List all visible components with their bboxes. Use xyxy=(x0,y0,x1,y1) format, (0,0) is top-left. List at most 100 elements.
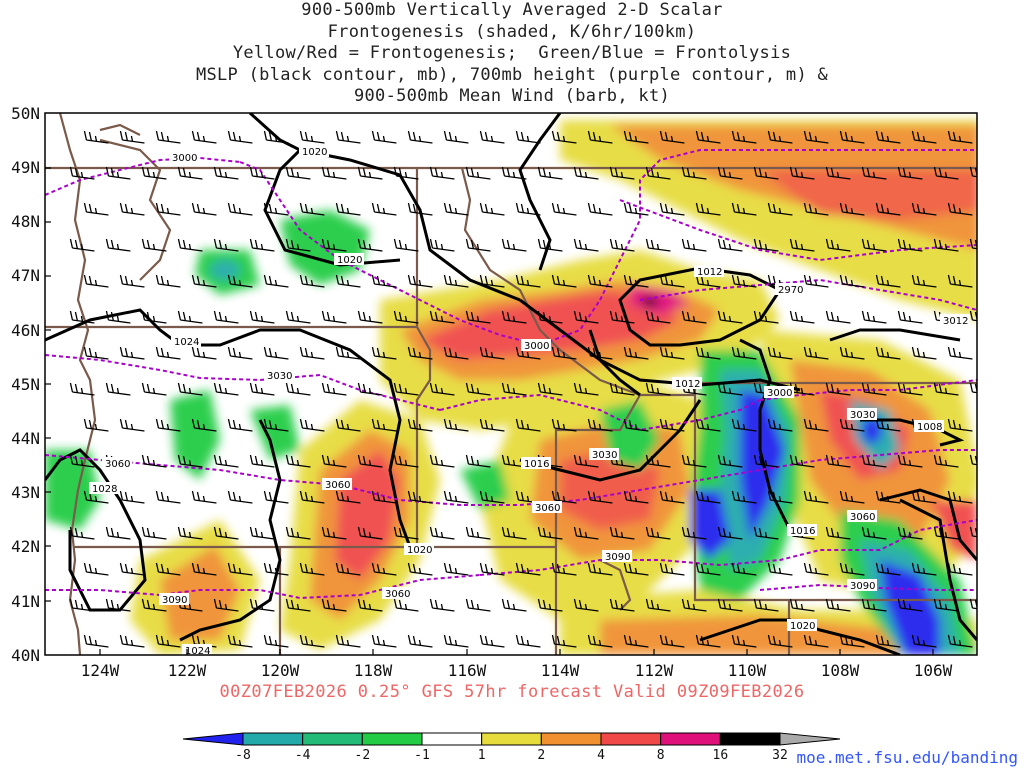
wind-barb xyxy=(501,166,527,180)
lat-tick-label: 44N xyxy=(11,429,40,448)
height-label: 3030 xyxy=(850,410,875,421)
colorbar-right-arrow xyxy=(779,732,841,746)
wind-barb xyxy=(479,562,505,576)
wind-barb xyxy=(825,598,851,612)
wind-barb xyxy=(753,310,779,324)
latitude-axis: 50N 49N 48N 47N 46N 45N 44N 43N 42N 41N … xyxy=(11,104,40,665)
wind-barb xyxy=(911,490,937,504)
wind-barb xyxy=(141,382,167,396)
wind-barb xyxy=(249,310,275,324)
wind-barb xyxy=(609,238,635,252)
wind-barb xyxy=(897,166,923,180)
wind-barb xyxy=(897,454,923,468)
wind-barb xyxy=(767,490,793,504)
lat-tick-label: 47N xyxy=(11,266,40,285)
lat-tick-label: 45N xyxy=(11,375,40,394)
wind-barb xyxy=(681,238,707,252)
wind-barb xyxy=(609,310,635,324)
height-contours xyxy=(45,149,977,600)
wind-barb xyxy=(479,274,505,288)
wind-barb xyxy=(803,202,829,216)
wind-barb xyxy=(861,310,887,324)
wind-barb xyxy=(825,526,851,540)
map-title: 900-500mb Vertically Averaged 2-D Scalar… xyxy=(0,0,1024,108)
wind-barb xyxy=(753,454,779,468)
wind-barb xyxy=(299,130,325,144)
wind-barb xyxy=(155,346,181,360)
wind-barb xyxy=(587,562,613,576)
wind-barb xyxy=(119,490,145,504)
wind-barb xyxy=(69,382,95,396)
wind-barb xyxy=(443,202,469,216)
wind-barb xyxy=(573,526,599,540)
credit-link[interactable]: moe.met.fsu.edu/banding xyxy=(796,748,1018,767)
wind-barb xyxy=(407,562,433,576)
wind-barb xyxy=(155,490,181,504)
wind-barb xyxy=(299,562,325,576)
wind-barb xyxy=(984,131,1008,143)
wind-barb xyxy=(321,382,347,396)
wind-barb xyxy=(623,418,649,432)
colorbar-label: -1 xyxy=(414,748,430,763)
wind-barb xyxy=(443,562,469,576)
wind-barb xyxy=(263,346,289,360)
wind-barb xyxy=(695,418,721,432)
wind-barb xyxy=(191,130,217,144)
colorbar-left-arrow xyxy=(182,732,244,746)
wind-barb xyxy=(969,598,977,610)
mslp-label: 1024 xyxy=(185,646,210,657)
wind-barb xyxy=(335,562,361,576)
wind-barb xyxy=(479,130,505,144)
wind-barb xyxy=(767,562,793,576)
wind-barb xyxy=(609,166,635,180)
wind-barb xyxy=(984,275,1008,287)
wind-barb xyxy=(105,238,131,252)
colorbar-label: 2 xyxy=(537,748,545,763)
colorbar-box xyxy=(719,732,781,746)
wind-barb xyxy=(984,491,1008,503)
wind-barb xyxy=(753,598,779,612)
wind-barb xyxy=(587,490,613,504)
wind-barb xyxy=(501,238,527,252)
wind-barb xyxy=(227,490,253,504)
wind-barb xyxy=(695,346,721,360)
wind-barb xyxy=(861,598,887,612)
wind-barb xyxy=(695,634,721,648)
wind-barb xyxy=(285,454,311,468)
wind-barb xyxy=(717,382,743,396)
wind-barb xyxy=(141,238,167,252)
wind-barb xyxy=(933,526,959,540)
wind-barb xyxy=(515,346,541,360)
wind-barb xyxy=(969,526,977,538)
wind-barb xyxy=(587,202,613,216)
wind-barb xyxy=(191,418,217,432)
height-label: 3000 xyxy=(172,153,197,164)
wind-barb xyxy=(717,526,743,540)
wind-barb xyxy=(731,130,757,144)
wind-barb xyxy=(587,346,613,360)
wind-barb xyxy=(803,418,829,432)
wind-barb xyxy=(717,598,743,612)
wind-barb xyxy=(69,454,95,468)
wind-barb xyxy=(191,202,217,216)
wind-barb xyxy=(357,526,383,540)
wind-barb xyxy=(119,274,145,288)
wind-barb xyxy=(515,490,541,504)
wind-barb xyxy=(933,238,959,252)
wind-barb xyxy=(825,382,851,396)
wind-barb xyxy=(465,526,491,540)
wind-barb xyxy=(839,274,865,288)
height-label: 3060 xyxy=(535,503,560,514)
wind-barb xyxy=(537,166,563,180)
wind-barb xyxy=(623,490,649,504)
wind-barb xyxy=(789,310,815,324)
wind-barb xyxy=(875,490,901,504)
wind-barb xyxy=(465,166,491,180)
wind-barb xyxy=(659,634,685,648)
wind-barb xyxy=(573,598,599,612)
wind-barb xyxy=(371,490,397,504)
wind-barb xyxy=(947,130,973,144)
wind-barb xyxy=(875,202,901,216)
wind-barb xyxy=(465,454,491,468)
title-line-2: Frontogenesis (shaded, K/6hr/100km) xyxy=(327,21,697,42)
